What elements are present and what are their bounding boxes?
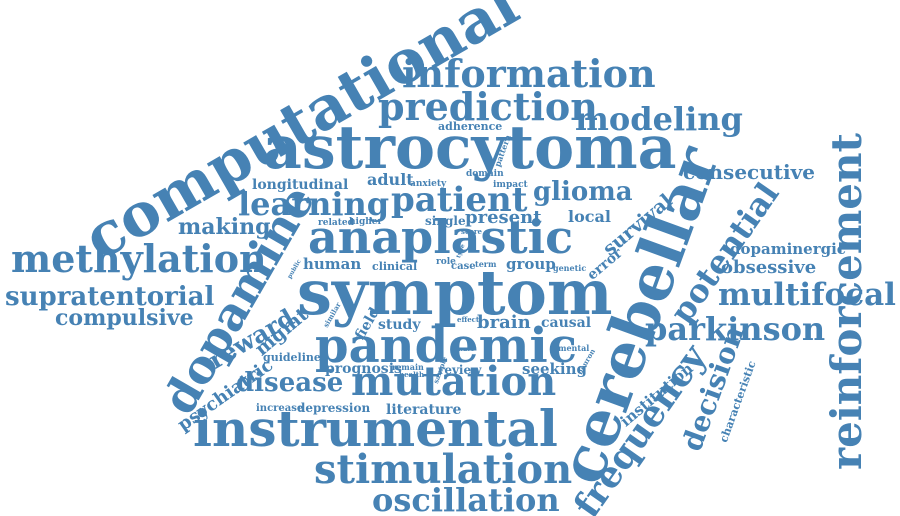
word-mutation: mutation bbox=[351, 358, 557, 405]
word-local: local bbox=[568, 207, 611, 226]
word-anaplastic: anaplastic bbox=[308, 210, 574, 264]
word-anxiety: anxiety bbox=[410, 179, 447, 189]
word-learning: learning bbox=[238, 185, 390, 223]
word-obsessive: obsessive bbox=[721, 257, 817, 278]
word-causal: causal bbox=[541, 315, 592, 331]
word-making: making bbox=[178, 214, 271, 240]
word-information: information bbox=[402, 51, 656, 96]
word-mental: mental bbox=[558, 343, 590, 353]
word-stimulation: stimulation bbox=[314, 446, 573, 493]
word-instrumental: instrumental bbox=[193, 399, 558, 458]
word-increase: increase bbox=[256, 403, 304, 414]
word-brain: brain bbox=[477, 312, 531, 333]
word-adult: adult bbox=[367, 170, 414, 189]
word-role: role bbox=[436, 257, 456, 267]
word-effect: effect bbox=[457, 315, 480, 324]
word-term: term bbox=[475, 259, 497, 269]
word-present: present bbox=[465, 207, 542, 228]
word-compulsive: compulsive bbox=[55, 305, 194, 331]
word-disease: disease bbox=[236, 368, 344, 398]
word-clinical: clinical bbox=[372, 260, 418, 273]
word-modeling: modeling bbox=[575, 100, 743, 138]
word-prognosis: prognosis bbox=[325, 361, 402, 377]
word-prediction: prediction bbox=[378, 84, 598, 129]
word-higher: higher bbox=[349, 217, 383, 227]
word-glioma: glioma bbox=[533, 177, 633, 207]
word-symptom: symptom bbox=[297, 256, 613, 329]
word-depression: depression bbox=[297, 401, 371, 415]
word-astrocytoma: astrocytoma bbox=[263, 113, 677, 183]
word-seeking: seeking bbox=[522, 360, 588, 378]
word-oscillation: oscillation bbox=[372, 481, 560, 516]
word-study: study bbox=[378, 317, 421, 333]
word-remain: remain bbox=[392, 362, 424, 372]
word-parkinson: parkinson bbox=[645, 310, 826, 348]
word-dopaminergic: dopaminergic bbox=[730, 240, 846, 258]
word-supratentorial: supratentorial bbox=[5, 282, 215, 312]
word-health: health bbox=[399, 370, 425, 379]
word-wave: wave bbox=[458, 346, 475, 353]
word-methylation: methylation bbox=[11, 236, 267, 281]
word-review: review bbox=[438, 363, 482, 377]
word-related: related bbox=[318, 218, 354, 228]
word-multifocal: multifocal bbox=[718, 277, 896, 313]
word-consecutive: consecutive bbox=[683, 160, 815, 184]
word-pandemic: pandemic bbox=[315, 318, 577, 374]
word-literature: literature bbox=[386, 402, 462, 418]
word-longitudinal: longitudinal bbox=[252, 177, 349, 193]
word-score: score bbox=[461, 227, 483, 236]
word-human: human bbox=[303, 255, 362, 273]
word-group: group bbox=[506, 255, 556, 273]
word-domain: domain bbox=[466, 169, 504, 179]
word-guideline: guideline bbox=[263, 351, 321, 364]
word-impact: impact bbox=[493, 180, 528, 190]
word-single: single bbox=[425, 214, 466, 228]
word-patient: patient bbox=[391, 180, 528, 220]
word-case: case bbox=[451, 261, 476, 272]
word-genetic: genetic bbox=[553, 263, 587, 273]
word-adherence: adherence bbox=[438, 120, 503, 133]
